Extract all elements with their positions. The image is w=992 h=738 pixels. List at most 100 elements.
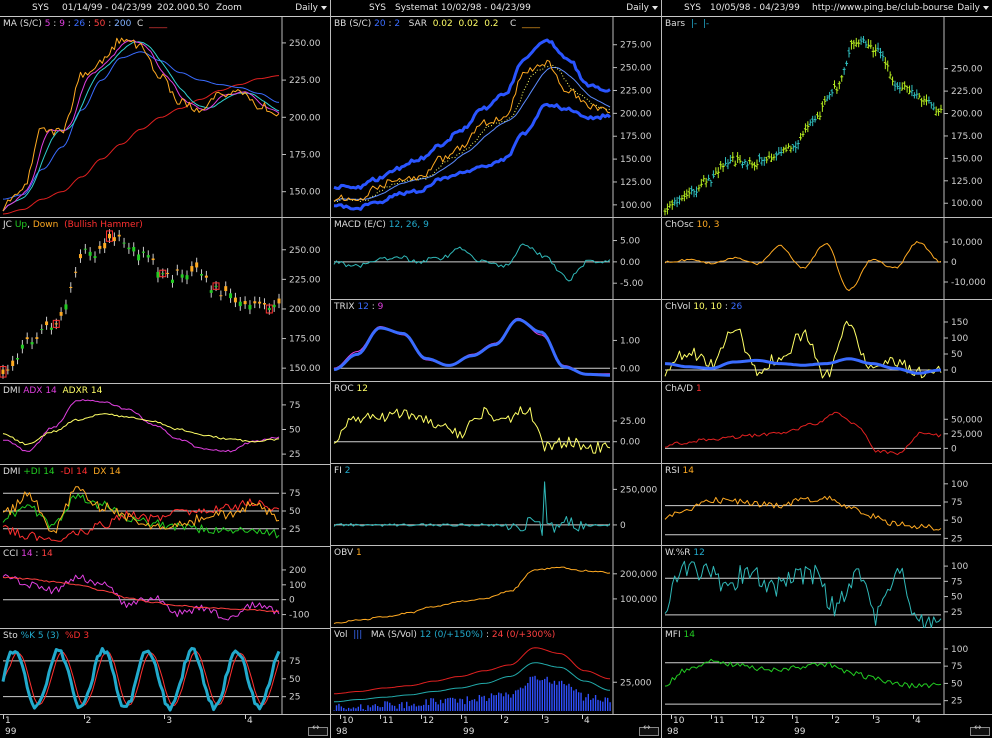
zoom-button[interactable]: Zoom <box>216 3 242 13</box>
series-line <box>333 406 611 454</box>
price-bar <box>714 167 718 176</box>
candlestick <box>35 332 39 344</box>
pane-label: BB (S/C) 20 : 2 SAR 0.02 0.02 0.2 C ____ <box>334 19 540 29</box>
pane-label-part: ____ <box>149 19 168 29</box>
x-tick <box>340 715 341 719</box>
x-tick <box>380 715 382 719</box>
volume-bar <box>577 692 580 711</box>
pane-label-part: 14 <box>21 549 33 559</box>
y-tick-label: 200.00 <box>289 113 321 123</box>
volume-bar <box>594 695 597 711</box>
y-tick-label: 25 <box>951 608 962 618</box>
y-tick-label: 200 <box>289 566 306 576</box>
series-line <box>2 498 280 542</box>
pane-chvol-plot: 150 100 50 0 <box>664 300 968 382</box>
pane-dmi1[interactable]: 75 50 25 DMI ADX 14 ADXR 14 <box>0 384 330 465</box>
y-tick-label: 200.00 <box>620 109 652 119</box>
period-dropdown[interactable]: Daily <box>626 3 658 13</box>
header-range: 01/14/99 - 04/23/99 <box>62 3 152 13</box>
volume-bar <box>512 694 514 711</box>
price-bar <box>837 81 841 90</box>
x-year-label: 98 <box>667 727 679 737</box>
pane-rsi[interactable]: 100 75 50 25 RSI 14 <box>662 464 992 546</box>
y-tick-label: 175.00 <box>289 150 321 160</box>
pane-wr[interactable]: 100 75 50 25 W.%R 12 <box>662 546 992 628</box>
volume-bar <box>374 704 376 711</box>
pane-obv[interactable]: 200,000 100,000 OBV 1 <box>331 546 661 628</box>
price-bar <box>731 151 735 163</box>
price-bar <box>726 159 730 170</box>
volume-bar <box>439 699 442 711</box>
pane-trix[interactable]: 1.00 0.00 TRIX 12 : 9 <box>331 300 661 382</box>
pane-sto[interactable]: 75 50 25 Sto %K 5 (3) %D 3 <box>0 629 330 715</box>
volume-bar <box>398 703 401 711</box>
volume-bar <box>422 704 425 711</box>
pane-ma[interactable]: 250.00 225.00 200.00 175.00 150.00 MA (S/C) 5… <box>0 17 330 218</box>
candlestick <box>49 322 53 335</box>
pane-dmi2[interactable]: 75 50 25 DMI +DI 14 -DI 14 DX 14 <box>0 465 330 547</box>
x-tick <box>751 715 753 719</box>
pane-roc[interactable]: 25.00 0.00 ROC 12 <box>331 382 661 464</box>
candlestick <box>277 293 281 309</box>
price-bar <box>755 159 759 170</box>
volume-bar <box>485 700 488 711</box>
pane-label-part: DMI <box>3 467 24 477</box>
volume-bar <box>350 708 352 711</box>
volume-bar <box>563 684 565 711</box>
pane-label-part: 1 <box>695 384 702 394</box>
price-bar <box>895 82 899 90</box>
candlestick <box>229 288 233 303</box>
price-bar <box>789 145 793 153</box>
pane-cci[interactable]: 200 100 0 -100 CCI 14 : 14 <box>0 547 330 629</box>
y-tick-label: 275.00 <box>620 41 652 51</box>
pane-vol[interactable]: 25,000 Vol ||| MA (S/Vol) 12 (0/+150%) : … <box>331 628 661 715</box>
pane-chvol[interactable]: 150 100 50 0 ChVol 10, 10 : 26 <box>662 300 992 382</box>
candlestick <box>170 274 174 288</box>
x-axis: 10 11 12 1 2 3 4 98 99 <box>662 715 992 738</box>
period-dropdown[interactable]: Daily <box>957 3 989 13</box>
price-bar <box>782 146 786 154</box>
pane-label-part: : <box>368 302 378 312</box>
price-bar <box>866 39 870 49</box>
period-dropdown[interactable]: Daily <box>295 3 327 13</box>
volume-bar <box>447 698 449 711</box>
y-tick-label: -10,000 <box>951 278 986 288</box>
y-tick-label: 10,000 <box>951 238 983 248</box>
pane-fi[interactable]: 250,000 0 FI 2 <box>331 464 661 546</box>
volume-bar <box>459 698 461 711</box>
pane-label: ChOsc 10, 3 <box>665 220 719 230</box>
pane-bars[interactable]: 250.00 225.00 200.00 175.00 150.00 125.00 100.… <box>662 17 992 218</box>
candlestick <box>141 246 145 258</box>
series-line <box>333 662 611 703</box>
price-bar <box>893 80 897 91</box>
volume-bar <box>384 701 386 711</box>
pane-chosc[interactable]: 10,000 0 -10,000 ChOsc 10, 3 <box>662 218 992 300</box>
candlestick <box>6 364 10 375</box>
pane-chad[interactable]: 50,000 25,000 0 ChA/D 1 <box>662 382 992 464</box>
header-change: -0.50 <box>186 3 210 13</box>
pane-dmi2-plot: 75 50 25 <box>2 465 301 547</box>
scroll-arrows-icon[interactable] <box>970 723 990 736</box>
pane-label-part: 2 <box>344 466 351 476</box>
scroll-arrows-icon[interactable] <box>308 723 328 736</box>
pane-label-part: Up <box>14 220 28 230</box>
pane-mfi[interactable]: 100 75 50 25 MFI 14 <box>662 628 992 715</box>
volume-bar <box>468 700 471 711</box>
pane-label-part: 0.02 <box>452 19 479 29</box>
price-bar <box>811 115 815 127</box>
price-bar <box>922 95 926 105</box>
volume-bar <box>478 694 481 711</box>
pane-label-part: 0.2 <box>478 19 499 29</box>
volume-bar <box>357 706 360 711</box>
price-bar <box>874 44 878 57</box>
volume-bar <box>544 678 546 711</box>
pane-label: ChVol 10, 10 : 26 <box>665 302 742 312</box>
pane-jc[interactable]: 250.00 225.00 200.00 175.00 150.00 JC Up, Dow… <box>0 218 330 384</box>
price-bar <box>857 39 861 48</box>
x-year-label: 98 <box>336 727 348 737</box>
pane-bb[interactable]: 275.00 250.00 225.00 200.00 175.00 150.00 125.… <box>331 17 661 218</box>
scroll-arrows-icon[interactable] <box>639 723 659 736</box>
pane-macd[interactable]: 5.00 0.00 -5.00 MACD (E/C) 12, 26, 9 <box>331 218 661 300</box>
price-bar <box>910 84 914 97</box>
y-tick-label: 75 <box>951 577 962 587</box>
